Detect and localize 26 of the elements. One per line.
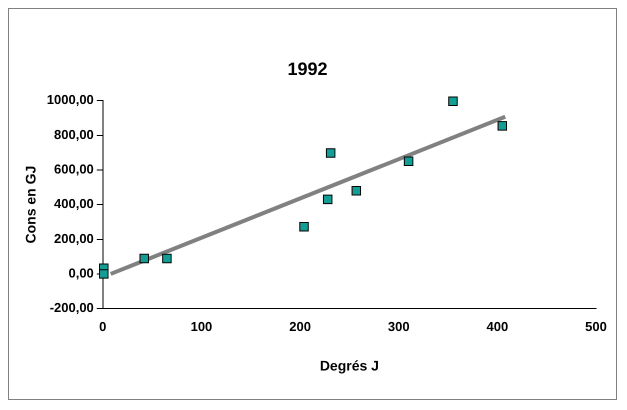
y-tick-label: 0,00 xyxy=(68,266,94,281)
y-tick-label: -200,00 xyxy=(50,300,94,316)
point xyxy=(326,148,336,158)
y-tick-label: 600,00 xyxy=(54,162,94,177)
point xyxy=(99,269,109,279)
x-tick-label: 200 xyxy=(289,318,311,334)
point xyxy=(322,194,332,204)
point xyxy=(352,186,362,196)
x-axis-title: Degrés J xyxy=(320,357,379,374)
x-tick-label: 300 xyxy=(388,318,410,334)
y-tick-label: 800,00 xyxy=(54,126,94,142)
y-tick-label: 1000,00 xyxy=(46,92,94,108)
chart-title: 1992 xyxy=(287,58,328,79)
y-tick-label: 400,00 xyxy=(54,196,94,212)
point xyxy=(299,222,309,232)
y-axis-title: Cons en GJ xyxy=(22,166,38,244)
x-tick-label: 400 xyxy=(486,318,508,334)
x-tick-label: 500 xyxy=(585,318,607,334)
point xyxy=(448,96,458,106)
point xyxy=(498,121,508,131)
point xyxy=(162,254,172,264)
point xyxy=(139,254,149,264)
point xyxy=(404,156,414,166)
x-tick-label: 0 xyxy=(99,318,106,334)
x-tick-label: 100 xyxy=(190,318,212,334)
y-tick-label: 200,00 xyxy=(54,230,94,246)
